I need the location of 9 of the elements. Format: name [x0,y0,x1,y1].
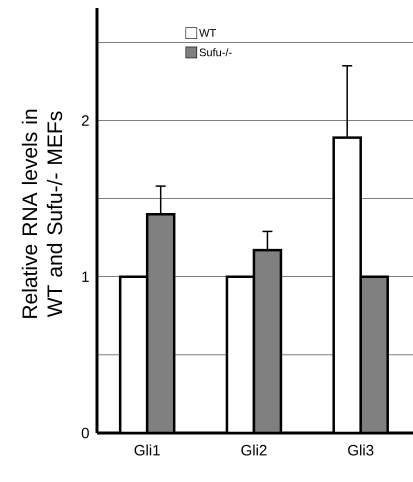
y-axis-title: Relative RNA levels in WT and Sufu-/- MEFs [22,110,62,318]
y-tick-label: 2 [82,115,89,126]
legend-label: WT [199,29,216,37]
y-tick-label: 1 [82,272,89,282]
x-tick-label: Gli2 [241,444,267,456]
x-tick-label: Gli1 [134,444,160,456]
x-tick-label: Gli3 [348,444,374,456]
legend-label: Sufu-/- [200,48,232,56]
y-tick-label: 0 [82,428,89,438]
